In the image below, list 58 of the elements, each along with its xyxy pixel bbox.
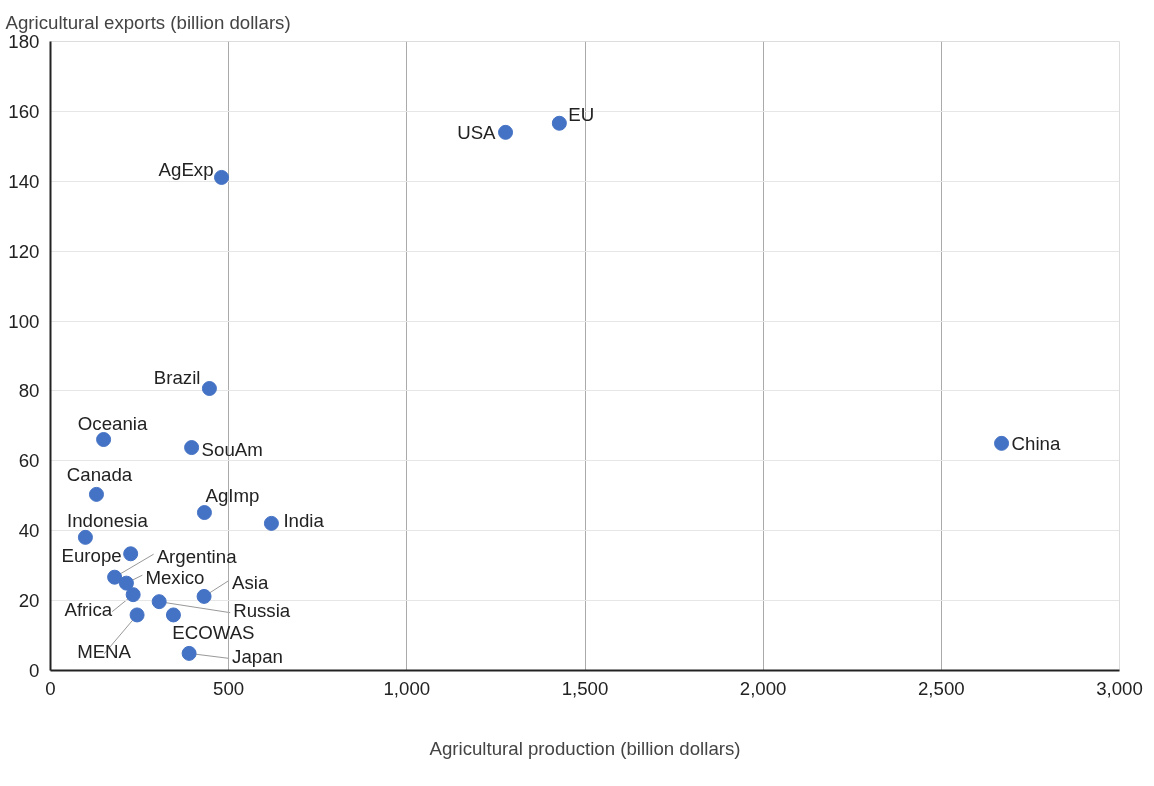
annotation: Africa xyxy=(64,599,113,621)
point xyxy=(96,432,112,447)
point xyxy=(118,575,134,591)
annotation: Mexico xyxy=(145,566,205,588)
y-tick-label: 100 xyxy=(8,310,40,332)
point xyxy=(184,440,200,456)
annotation: USA xyxy=(457,121,497,143)
x-tick-label: 1,500 xyxy=(561,677,609,699)
point xyxy=(151,594,167,610)
point xyxy=(201,381,217,396)
annotation: China xyxy=(1011,432,1061,454)
y-tick-label: 80 xyxy=(18,380,40,402)
x-axis-title: Agricultural production (billion dollars) xyxy=(429,737,741,759)
annotation: SouAm xyxy=(201,439,263,461)
y-tick-label: 120 xyxy=(8,240,40,262)
point xyxy=(214,169,230,185)
annotation: AgExp xyxy=(158,158,214,180)
annotation: Russia xyxy=(233,600,291,622)
x-tick-label: 500 xyxy=(213,677,245,699)
point xyxy=(498,124,514,140)
y-tick-label: 20 xyxy=(18,590,40,612)
annotation: Japan xyxy=(232,645,283,667)
annotation: Canada xyxy=(66,463,133,485)
point xyxy=(196,588,212,604)
annotation: Brazil xyxy=(153,367,201,388)
point xyxy=(263,515,279,531)
point xyxy=(88,486,104,502)
annotation: ECOWAS xyxy=(172,622,255,644)
point xyxy=(125,587,141,603)
y-axis-title: Agricultural exports (billion dollars) xyxy=(5,11,291,33)
x-tick-label: 3,000 xyxy=(1096,677,1143,699)
point xyxy=(196,505,212,521)
annotation: Europe xyxy=(61,545,122,567)
point xyxy=(181,645,197,661)
annotation: EU xyxy=(568,103,595,125)
point xyxy=(129,607,145,623)
y-tick-label: 160 xyxy=(8,100,40,122)
annotation: Oceania xyxy=(77,413,148,435)
x-tick-label: 1,000 xyxy=(383,677,431,699)
point xyxy=(165,607,181,623)
annotation: AgImp xyxy=(205,485,260,507)
point xyxy=(107,569,123,585)
point xyxy=(551,115,567,131)
point xyxy=(123,546,139,562)
annotation: India xyxy=(283,509,325,531)
point xyxy=(994,435,1010,451)
x-tick-label: 2,000 xyxy=(739,677,787,699)
y-tick-label: 60 xyxy=(18,450,40,472)
y-tick-label: 40 xyxy=(18,520,40,542)
annotation: Asia xyxy=(232,571,269,593)
x-tick-label: 0 xyxy=(45,677,56,699)
y-tick-label: 0 xyxy=(29,660,40,681)
annotation: MENA xyxy=(77,641,132,663)
point xyxy=(77,529,93,545)
annotation: Argentina xyxy=(156,545,238,567)
x-tick-label: 2,500 xyxy=(917,677,965,699)
annotation: Indonesia xyxy=(66,509,149,531)
y-tick-label: 140 xyxy=(8,170,40,192)
